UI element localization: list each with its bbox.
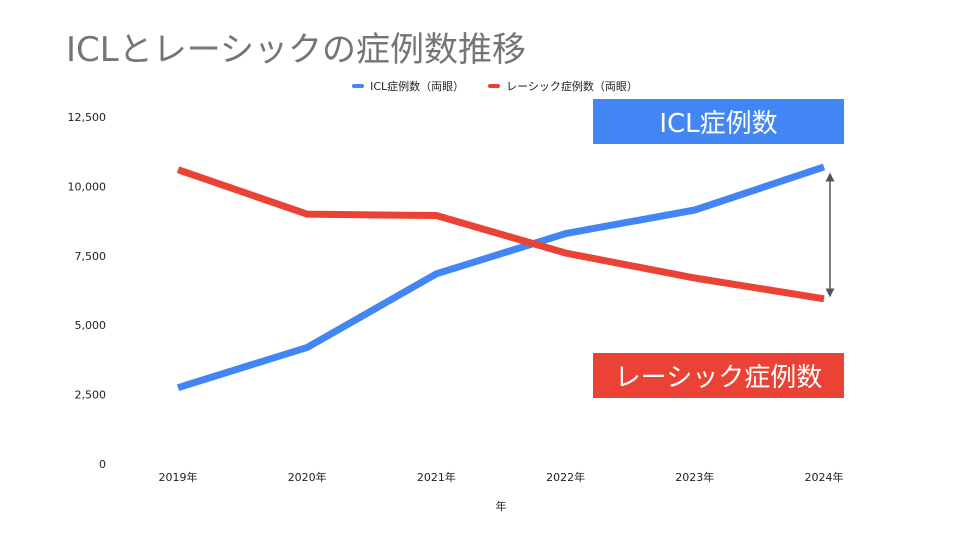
legend-swatch-lasik [488,84,501,88]
y-tick-label: 7,500 [75,250,107,263]
legend-label-lasik: レーシック症例数（両眼） [506,80,638,93]
x-tick-label: 2021年 [417,470,456,484]
y-tick-label: 12,500 [68,111,107,124]
legend-item-icl: ICL症例数（両眼） [352,78,464,94]
legend-item-lasik: レーシック症例数（両眼） [488,78,638,94]
y-tick-label: 0 [99,458,106,471]
y-tick-label: 5,000 [75,319,107,332]
series-line-icl [176,163,826,392]
series-line-lasik [176,166,825,303]
y-axis-ticks: 0 2,500 5,000 7,500 10,000 12,500 [68,111,107,471]
legend-label-icl: ICL症例数（両眼） [370,80,465,93]
chart-legend: ICL症例数（両眼） レーシック症例数（両眼） [0,78,960,94]
icl-callout-label: ICL症例数 [593,99,844,144]
series-lines [176,163,826,392]
icl-callout-text: ICL症例数 [659,109,778,139]
x-axis-title: 年 [496,499,507,513]
legend-swatch-icl [352,84,365,88]
x-tick-label: 2020年 [288,470,327,484]
lasik-callout-label: レーシック症例数 [593,353,844,398]
lasik-callout-text: レーシック症例数 [614,363,823,393]
x-tick-label: 2024年 [805,470,844,484]
y-tick-label: 10,000 [68,180,107,193]
x-tick-label: 2023年 [675,470,714,484]
page-title: ICLとレーシックの症例数推移 [66,30,527,70]
x-tick-label: 2019年 [159,470,198,484]
x-tick-label: 2022年 [546,470,585,484]
x-axis-ticks: 2019年 2020年 2021年 2022年 2023年 2024年 [159,470,844,484]
y-tick-label: 2,500 [75,389,107,402]
